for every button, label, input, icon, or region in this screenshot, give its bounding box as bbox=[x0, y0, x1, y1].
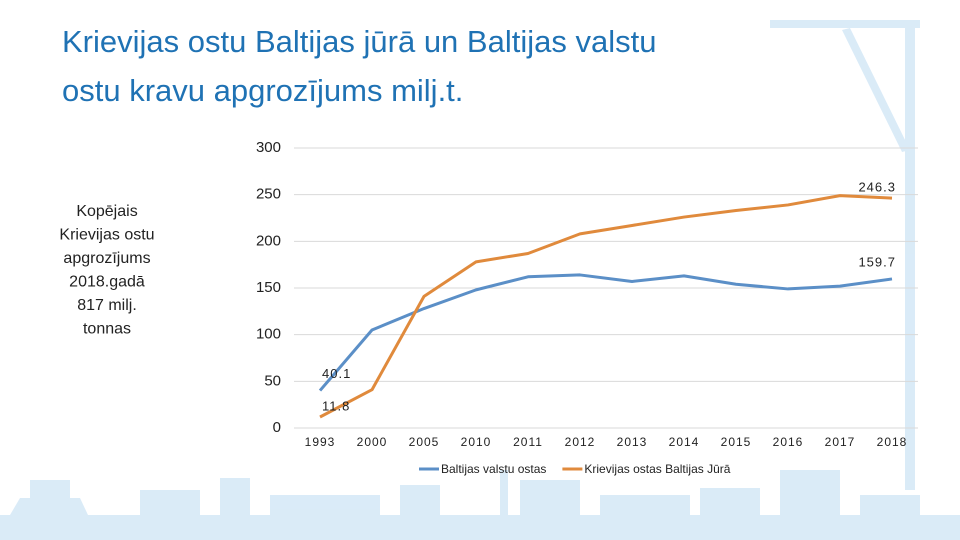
x-tick-label: 2012 bbox=[565, 435, 596, 449]
decoration bbox=[0, 20, 960, 540]
x-tick-label: 2010 bbox=[461, 435, 492, 449]
x-tick-label: 2005 bbox=[409, 435, 440, 449]
x-tick-label: 2016 bbox=[773, 435, 804, 449]
x-tick-label: 2015 bbox=[721, 435, 752, 449]
y-tick-label: 50 bbox=[264, 372, 281, 389]
x-tick-label: 2011 bbox=[513, 435, 543, 449]
y-tick-label: 100 bbox=[256, 326, 281, 343]
series-line bbox=[318, 273, 893, 392]
data-label: 246.3 bbox=[858, 180, 896, 195]
x-tick-label: 2013 bbox=[617, 435, 648, 449]
chart-title: Krievijas ostu Baltijas jūrā un Baltijas… bbox=[62, 24, 656, 59]
legend-label: Krievijas ostas Baltijas Jūrā bbox=[584, 462, 730, 476]
x-tick-label: 2000 bbox=[357, 435, 388, 449]
side-note: tonnas bbox=[83, 321, 131, 338]
side-note: Kopējais bbox=[76, 203, 137, 220]
series-line bbox=[319, 194, 893, 419]
data-label: 159.7 bbox=[858, 254, 896, 269]
data-label: 11.8 bbox=[322, 398, 350, 413]
legend-label: Baltijas valstu ostas bbox=[441, 462, 546, 476]
y-tick-label: 200 bbox=[256, 232, 281, 249]
x-tick-label: 2018 bbox=[877, 435, 908, 449]
y-tick-label: 0 bbox=[273, 419, 281, 436]
side-note: Krievijas ostu bbox=[59, 227, 154, 244]
chart-title: ostu kravu apgrozījums milj.t. bbox=[62, 73, 463, 108]
side-note: apgrozījums bbox=[63, 250, 150, 267]
x-tick-label: 2014 bbox=[669, 435, 700, 449]
data-label: 40.1 bbox=[322, 366, 351, 381]
x-tick-label: 1993 bbox=[305, 435, 336, 449]
y-tick-label: 150 bbox=[256, 279, 281, 296]
side-note: 817 milj. bbox=[77, 297, 137, 314]
y-tick-label: 250 bbox=[256, 186, 281, 203]
side-note: 2018.gadā bbox=[69, 274, 145, 291]
x-tick-label: 2017 bbox=[825, 435, 856, 449]
y-tick-label: 300 bbox=[256, 139, 281, 156]
